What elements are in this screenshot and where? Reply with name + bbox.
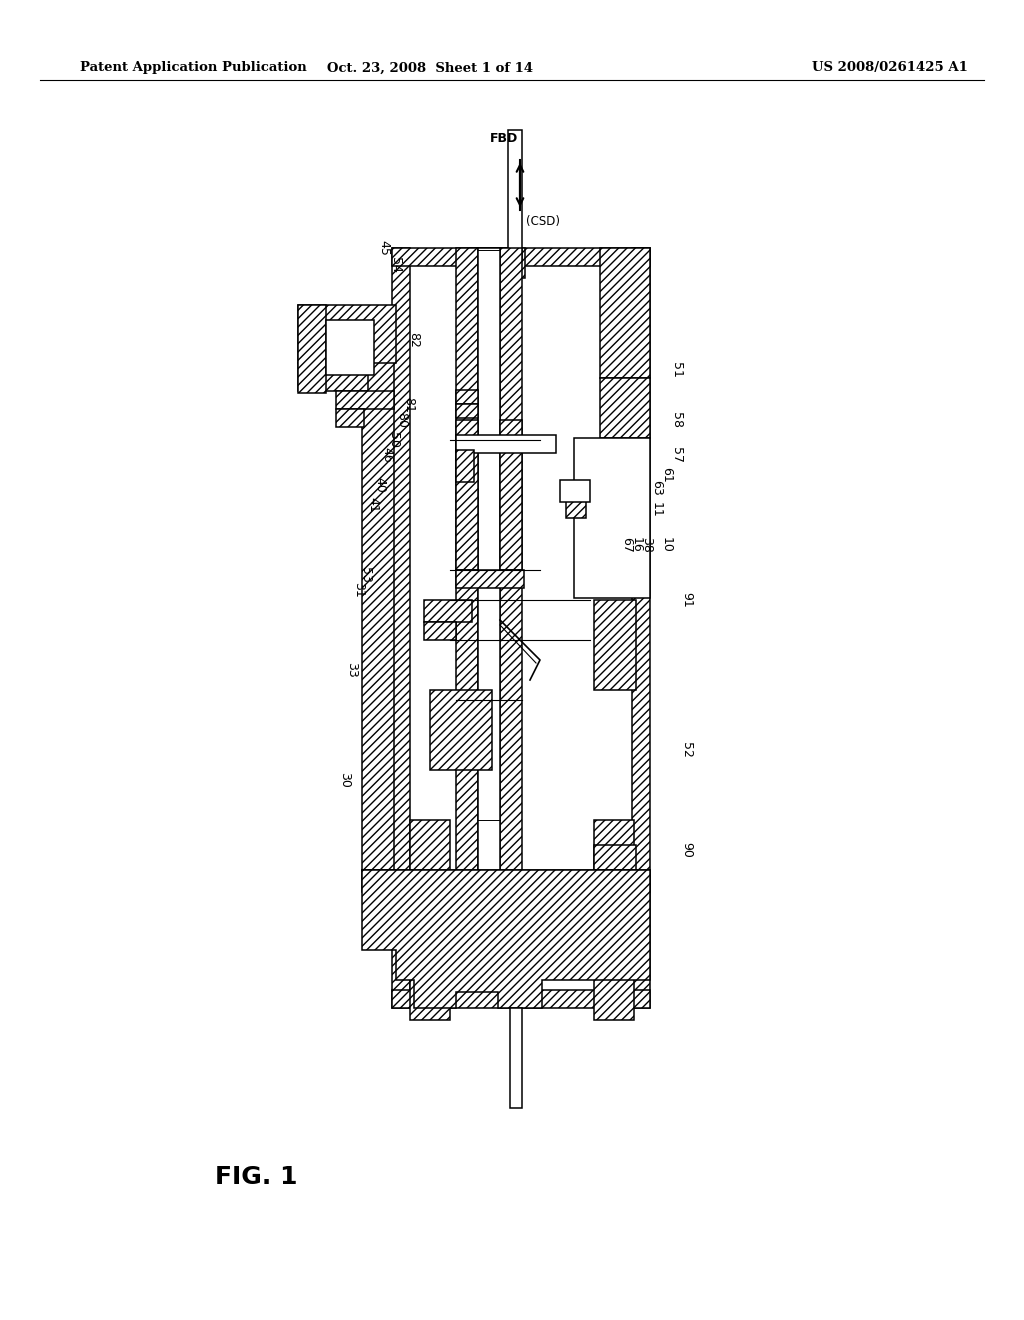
Bar: [362, 870, 650, 892]
Bar: [392, 990, 650, 1008]
Bar: [594, 845, 636, 870]
Bar: [510, 1008, 522, 1107]
Text: 52: 52: [680, 742, 693, 758]
Bar: [632, 248, 650, 1008]
Bar: [392, 248, 650, 267]
Text: Patent Application Publication: Patent Application Publication: [80, 62, 307, 74]
Text: 58: 58: [670, 412, 683, 428]
Bar: [326, 319, 374, 375]
Text: 82: 82: [407, 333, 420, 348]
Text: 50: 50: [387, 432, 400, 447]
Text: 53: 53: [359, 568, 372, 583]
Polygon shape: [362, 870, 650, 1008]
Bar: [456, 420, 478, 570]
Bar: [430, 690, 492, 770]
Bar: [456, 404, 478, 418]
Bar: [424, 601, 472, 622]
Text: FIG. 1: FIG. 1: [215, 1166, 297, 1189]
Text: (CSD): (CSD): [526, 215, 560, 228]
Bar: [410, 820, 450, 1020]
Bar: [298, 363, 368, 391]
Text: 33: 33: [345, 663, 358, 678]
Bar: [574, 438, 650, 598]
Bar: [336, 409, 364, 426]
Text: US 2008/0261425 A1: US 2008/0261425 A1: [812, 62, 968, 74]
Bar: [560, 480, 590, 502]
Text: 10: 10: [660, 537, 673, 553]
Bar: [336, 391, 394, 409]
Text: 41: 41: [366, 498, 379, 513]
Bar: [362, 310, 394, 870]
Text: 11: 11: [650, 502, 663, 517]
Text: 57: 57: [670, 447, 683, 463]
Text: 46: 46: [380, 447, 393, 463]
Text: 63: 63: [650, 480, 663, 496]
Text: 61: 61: [660, 467, 673, 483]
Text: 67: 67: [620, 537, 633, 553]
Bar: [478, 248, 500, 987]
Text: 30: 30: [338, 772, 351, 788]
Bar: [508, 129, 522, 260]
Bar: [594, 601, 636, 690]
Bar: [456, 436, 556, 453]
Text: 45: 45: [377, 240, 390, 256]
Bar: [566, 500, 586, 517]
Text: 38: 38: [640, 537, 653, 553]
Text: 16: 16: [630, 537, 643, 553]
Text: 40: 40: [373, 477, 386, 492]
Bar: [392, 248, 410, 1008]
Bar: [594, 820, 634, 1020]
Bar: [456, 389, 478, 404]
Bar: [456, 570, 524, 587]
Bar: [500, 420, 522, 570]
Text: 90: 90: [680, 842, 693, 858]
Text: 80: 80: [395, 412, 408, 428]
Text: 91: 91: [680, 593, 693, 609]
Bar: [600, 378, 650, 438]
Text: FBD: FBD: [489, 132, 518, 145]
Bar: [500, 248, 522, 987]
Bar: [470, 248, 525, 279]
Text: 51: 51: [670, 362, 683, 378]
Text: 54: 54: [389, 257, 402, 273]
Text: 31: 31: [352, 582, 365, 598]
Bar: [298, 305, 326, 393]
Bar: [456, 450, 474, 482]
Bar: [600, 248, 650, 378]
Text: 81: 81: [402, 397, 415, 413]
Bar: [298, 305, 396, 363]
Text: Oct. 23, 2008  Sheet 1 of 14: Oct. 23, 2008 Sheet 1 of 14: [327, 62, 534, 74]
Bar: [424, 622, 456, 640]
Bar: [456, 248, 478, 987]
